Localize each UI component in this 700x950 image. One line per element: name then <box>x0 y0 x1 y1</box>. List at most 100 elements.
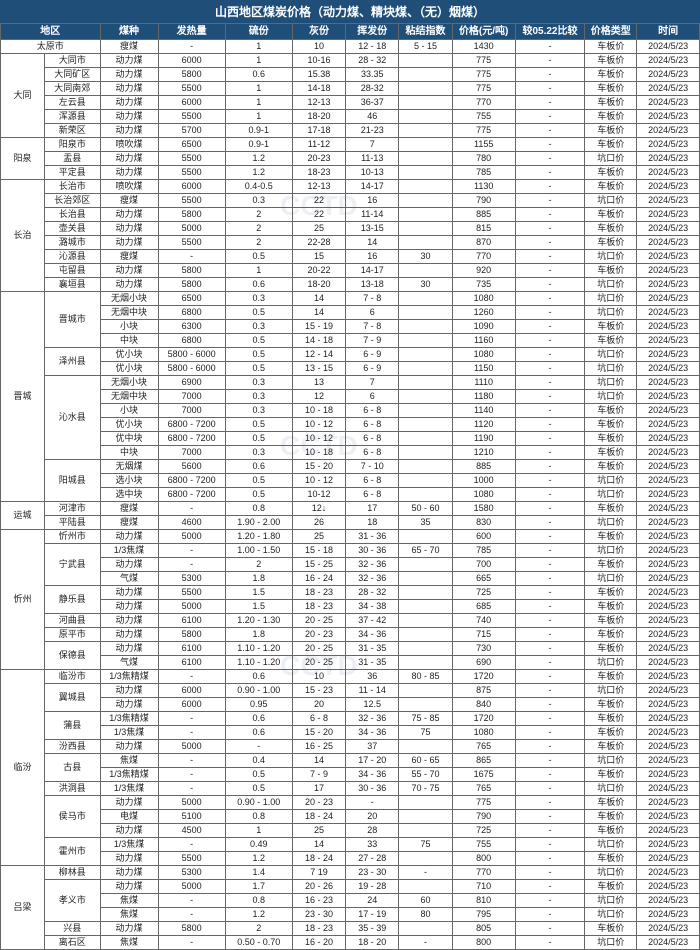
data-cell: - <box>158 838 225 852</box>
data-cell: 坑口价 <box>585 894 637 908</box>
data-cell <box>399 922 452 936</box>
price-table: 地区 煤种 发热量 硫份 灰份 挥发份 粘结指数 价格(元/吨) 较05.22比… <box>0 23 700 950</box>
subregion-cell: 忻州市 <box>45 530 101 544</box>
data-cell: - <box>515 404 585 418</box>
data-cell: 5500 <box>158 586 225 600</box>
data-cell: 7 - 10 <box>346 460 399 474</box>
date-cell: 2024/5/23 <box>637 40 700 54</box>
data-cell: 电煤 <box>100 810 158 824</box>
data-cell: 动力煤 <box>100 96 158 110</box>
data-cell: 19 - 28 <box>346 880 399 894</box>
data-cell: 1/3焦煤 <box>100 838 158 852</box>
data-cell: 无烟煤 <box>100 460 158 474</box>
data-cell: 瘦煤 <box>100 194 158 208</box>
table-row: 小块70000.310 - 186 - 81140-车板价2024/5/23 <box>1 404 700 418</box>
data-cell: 36-37 <box>346 96 399 110</box>
data-cell: 10 <box>292 670 345 684</box>
date-cell: 2024/5/23 <box>637 348 700 362</box>
data-cell: 12 <box>292 390 345 404</box>
data-cell: 15 - 25 <box>292 558 345 572</box>
data-cell: 14 <box>292 754 345 768</box>
data-cell: 1.2 <box>225 166 292 180</box>
data-cell: 46 <box>346 110 399 124</box>
data-cell: - <box>515 670 585 684</box>
data-cell: 动力煤 <box>100 124 158 138</box>
date-cell: 2024/5/23 <box>637 236 700 250</box>
data-cell: 10 - 12 <box>292 474 345 488</box>
data-cell: 12-13 <box>292 180 345 194</box>
data-cell: - <box>515 642 585 656</box>
data-cell <box>399 306 452 320</box>
data-cell: - <box>515 82 585 96</box>
data-cell: 车板价 <box>585 600 637 614</box>
data-cell: 17 - 20 <box>346 754 399 768</box>
data-cell: 790 <box>452 810 515 824</box>
data-cell: 0.5 <box>225 768 292 782</box>
subregion-cell: 晋城市 <box>45 292 101 348</box>
data-cell: - <box>158 558 225 572</box>
table-row: 古县焦煤-0.41417 - 2060 - 65865-坑口价2024/5/23 <box>1 754 700 768</box>
data-cell: - <box>515 782 585 796</box>
data-cell: 坑口价 <box>585 390 637 404</box>
region-cell: 太原市 <box>1 40 101 54</box>
table-row: 大同南郊动力煤5500114-1828-32775-车板价2024/5/23 <box>1 82 700 96</box>
data-cell: - <box>515 474 585 488</box>
data-cell: 1120 <box>452 418 515 432</box>
date-cell: 2024/5/23 <box>637 418 700 432</box>
data-cell: 22 <box>292 208 345 222</box>
data-cell: - <box>515 600 585 614</box>
data-cell: 12.5 <box>346 698 399 712</box>
table-row: 霍州市1/3焦煤-0.49143375755-坑口价2024/5/23 <box>1 838 700 852</box>
data-cell: 30 - 36 <box>346 544 399 558</box>
data-cell: 17 <box>292 782 345 796</box>
data-cell: 5000 <box>158 600 225 614</box>
data-cell: 805 <box>452 922 515 936</box>
date-cell: 2024/5/23 <box>637 488 700 502</box>
data-cell <box>399 558 452 572</box>
data-cell: - <box>515 152 585 166</box>
table-row: 无烟中块68000.51461260-坑口价2024/5/23 <box>1 306 700 320</box>
data-cell: 7 - 9 <box>346 334 399 348</box>
data-cell: - <box>158 894 225 908</box>
data-cell <box>399 600 452 614</box>
subregion-cell: 河曲县 <box>45 614 101 628</box>
subregion-cell: 大同南郊 <box>45 82 101 96</box>
subregion-cell: 大同市 <box>45 54 101 68</box>
data-cell: 1 <box>225 54 292 68</box>
data-cell: 优小块 <box>100 418 158 432</box>
date-cell: 2024/5/23 <box>637 544 700 558</box>
data-cell: 18-20 <box>292 110 345 124</box>
col-price: 价格(元/吨) <box>452 24 515 40</box>
table-row: 动力煤55001.218 - 2427 - 28800-车板价2024/5/23 <box>1 852 700 866</box>
data-cell: 动力煤 <box>100 530 158 544</box>
data-cell <box>399 824 452 838</box>
data-cell: 1 <box>225 824 292 838</box>
date-cell: 2024/5/23 <box>637 628 700 642</box>
data-cell: - <box>515 250 585 264</box>
data-cell: 动力煤 <box>100 264 158 278</box>
date-cell: 2024/5/23 <box>637 670 700 684</box>
data-cell: - <box>515 880 585 894</box>
data-cell <box>399 656 452 670</box>
data-cell: 5300 <box>158 572 225 586</box>
data-cell: 1.00 - 1.50 <box>225 544 292 558</box>
data-cell: 6 <box>346 390 399 404</box>
table-row: 平定县动力煤55001.218-2310-13785-车板价2024/5/23 <box>1 166 700 180</box>
table-row: 气煤53001.816 - 2432 - 36665-坑口价2024/5/23 <box>1 572 700 586</box>
table-row: 无烟中块70000.31261180-坑口价2024/5/23 <box>1 390 700 404</box>
subregion-cell: 临汾市 <box>45 670 101 684</box>
data-cell: 10-16 <box>292 54 345 68</box>
data-cell: - <box>515 278 585 292</box>
data-cell: - <box>158 544 225 558</box>
data-cell: 16 - 25 <box>292 740 345 754</box>
data-cell: 动力煤 <box>100 54 158 68</box>
data-cell: 0.3 <box>225 320 292 334</box>
date-cell: 2024/5/23 <box>637 502 700 516</box>
data-cell: 车板价 <box>585 418 637 432</box>
data-cell: - <box>515 656 585 670</box>
region-cell: 忻州 <box>1 530 45 670</box>
data-cell: 725 <box>452 824 515 838</box>
data-cell: 车板价 <box>585 432 637 446</box>
data-cell: 800 <box>452 852 515 866</box>
data-cell: 坑口价 <box>585 908 637 922</box>
